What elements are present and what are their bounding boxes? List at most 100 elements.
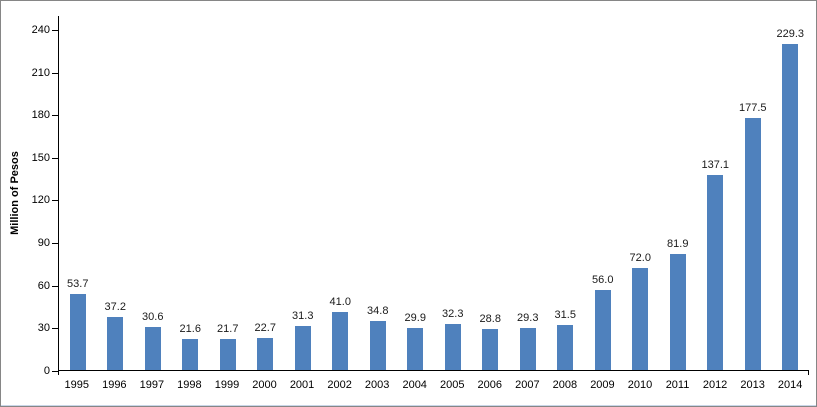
bar-column: 229.3 (772, 28, 810, 370)
bar (669, 254, 686, 370)
y-tick-label: 180 (31, 109, 50, 121)
x-tick-label: 2012 (702, 379, 728, 391)
bar-value-label: 37.2 (104, 301, 126, 313)
y-tick-label: 90 (37, 237, 50, 249)
bar-column: 56.0 (584, 29, 622, 370)
bar-value-label: 81.9 (667, 238, 689, 250)
x-tick-label: 2003 (364, 379, 390, 391)
bar (782, 44, 799, 370)
bar (257, 338, 274, 370)
x-tick-label: 2005 (440, 379, 465, 391)
x-tick-label: 2010 (627, 379, 653, 391)
y-tick-mark (52, 30, 58, 31)
x-tick-label: 2002 (327, 379, 352, 391)
y-tick-mark (52, 115, 58, 116)
bar-value-label: 137.1 (701, 159, 730, 171)
x-tick-label: 2006 (477, 379, 503, 391)
y-tick-label: 0 (43, 365, 50, 377)
bar-column: 21.6 (172, 29, 210, 370)
x-axis-right-end-tick (808, 371, 809, 375)
x-axis-left-end-tick (58, 371, 59, 375)
bar-value-label: 32.3 (442, 308, 464, 320)
bar-column: 31.3 (284, 29, 322, 370)
bar-value-label: 72.0 (629, 252, 651, 264)
bar (107, 317, 124, 370)
y-tick-label: 60 (37, 280, 50, 292)
bar-value-label: 21.7 (217, 323, 239, 335)
x-tick-label: 2008 (552, 379, 578, 391)
plot-area: 53.7 37.2 30.6 21.6 21.7 22.7 31.3 41.0 34.8 29.9… (58, 16, 809, 371)
bar-value-label: 56.0 (592, 274, 614, 286)
bar-value-label: 29.3 (517, 312, 539, 324)
x-tick-label: 2009 (590, 379, 615, 391)
bar-value-label: 31.3 (292, 310, 314, 322)
x-tick-label: 2000 (252, 379, 277, 391)
bar-column: 72.0 (622, 29, 660, 370)
bar (744, 118, 761, 370)
bar (557, 325, 574, 370)
bar (69, 294, 86, 370)
bar-column: 81.9 (659, 29, 697, 370)
y-tick-label: 120 (31, 194, 50, 206)
bar-column: 34.8 (359, 29, 397, 370)
bar-value-label: 229.3 (776, 28, 805, 40)
bar-column: 137.1 (697, 29, 735, 370)
bar (219, 339, 236, 370)
x-tick-label: 2014 (777, 379, 803, 391)
bar-value-label: 22.7 (254, 322, 276, 334)
x-tick-label: 1996 (102, 379, 127, 391)
bar-column: 53.7 (59, 29, 97, 370)
bar-value-label: 34.8 (367, 305, 389, 317)
y-tick-label: 30 (37, 322, 50, 334)
x-tick-label: 2001 (289, 379, 315, 391)
bar (519, 328, 536, 370)
bar-column: 32.3 (434, 29, 472, 370)
y-tick-label: 210 (31, 67, 50, 79)
bar-column: 28.8 (472, 29, 510, 370)
x-axis-labels: 1995 1996 1997 1998 1999 2000 2001 2002 2003 2004… (58, 379, 809, 391)
bar-column: 31.5 (547, 29, 585, 370)
x-tick-label: 1995 (64, 379, 90, 391)
bar (594, 290, 611, 370)
bar-column: 22.7 (247, 29, 285, 370)
x-tick-label: 2011 (665, 379, 690, 391)
y-tick-mark (52, 73, 58, 74)
bar-value-label: 53.7 (67, 278, 89, 290)
bar (144, 327, 161, 370)
bar (707, 175, 724, 370)
x-tick-label: 1997 (139, 379, 165, 391)
bar (407, 328, 424, 370)
bar (294, 326, 311, 370)
y-tick-label: 150 (31, 152, 50, 164)
bar-column: 29.3 (509, 29, 547, 370)
bar-column: 177.5 (734, 29, 772, 370)
x-tick-label: 1998 (177, 379, 202, 391)
bars: 53.7 37.2 30.6 21.6 21.7 22.7 31.3 41.0 34.8 29.9… (59, 28, 810, 370)
y-tick-mark (52, 200, 58, 201)
y-tick-mark (52, 371, 58, 372)
bar-value-label: 21.6 (179, 323, 201, 335)
bar-value-label: 28.8 (479, 313, 501, 325)
bar (332, 312, 349, 370)
y-tick-mark (52, 158, 58, 159)
bar (482, 329, 499, 370)
bar (444, 324, 461, 370)
bar-value-label: 30.6 (142, 311, 164, 323)
y-tick-label: 240 (31, 24, 50, 36)
bar (632, 268, 649, 370)
x-tick-label: 2004 (402, 379, 427, 391)
bar (369, 321, 386, 370)
y-tick-mark (52, 328, 58, 329)
y-tick-mark (52, 286, 58, 287)
x-tick-label: 2013 (740, 379, 765, 391)
x-tick-label: 2007 (515, 379, 540, 391)
bar-column: 41.0 (322, 29, 360, 370)
bar-column: 30.6 (134, 29, 172, 370)
bar-value-label: 29.9 (404, 312, 426, 324)
y-tick-mark (52, 243, 58, 244)
bar-column: 29.9 (397, 29, 435, 370)
bar-value-label: 177.5 (738, 102, 767, 114)
x-tick-label: 1999 (214, 379, 240, 391)
bar (182, 339, 199, 370)
